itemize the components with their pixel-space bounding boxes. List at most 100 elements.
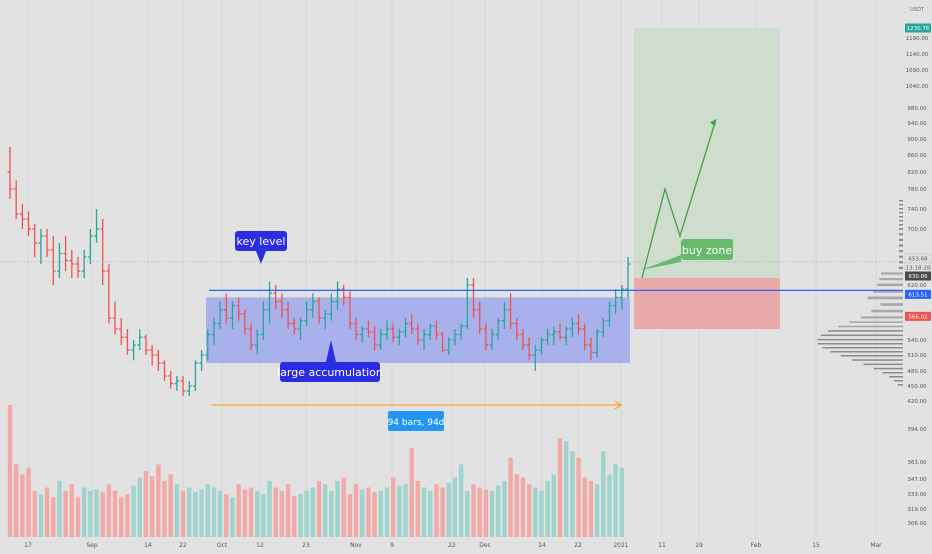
volume-profile-bar xyxy=(899,208,903,210)
volume-bar xyxy=(347,494,353,537)
price-badge: 1230.76 xyxy=(905,23,931,33)
volume-bar xyxy=(353,484,359,537)
volume-bar xyxy=(520,477,526,537)
volume-profile-bar xyxy=(880,303,903,306)
volume-profile-bar xyxy=(817,338,903,341)
volume-profile-bar xyxy=(817,343,903,345)
ohlc-bar xyxy=(378,329,384,350)
volume-bar xyxy=(322,484,328,537)
volume-profile-bar xyxy=(899,250,903,253)
target-zone[interactable] xyxy=(634,28,780,278)
time-tick-label: 15 xyxy=(812,542,820,549)
ohlc-bar xyxy=(390,323,396,343)
price-badge: 13:18:28 xyxy=(904,262,932,273)
volume-profile-bar xyxy=(820,334,903,337)
ohlc-bar xyxy=(57,243,62,278)
time-axis[interactable]: 17 Sep 14 22 Oct 12 23 Nov 9 22 Dec 14 22 2021 11 19 Feb… xyxy=(0,537,932,550)
accumulation-callout[interactable]: large accumulation xyxy=(277,340,383,382)
volume-bar xyxy=(81,487,87,537)
ohlc-bar xyxy=(341,285,347,306)
volume-bar xyxy=(255,490,260,537)
time-tick-label: 9 xyxy=(390,542,394,549)
volume-bars xyxy=(7,405,625,537)
volume-bar xyxy=(594,484,600,537)
ohlc-bar xyxy=(532,345,538,371)
price-tick-label: 1090.00 xyxy=(906,68,929,74)
volume-profile-bar xyxy=(899,200,903,202)
price-axis[interactable]: USDT 1190.00 1140.00 1090.00 1040.00 980.00 9… xyxy=(903,0,932,550)
price-tick-label: 780.00 xyxy=(907,187,927,193)
price-tick-label: 319.00 xyxy=(907,507,927,513)
volume-bar xyxy=(434,484,439,537)
ohlc-bar xyxy=(495,318,501,340)
buy-zone-callout[interactable]: buy zone xyxy=(641,239,733,270)
volume-bar xyxy=(7,405,13,537)
ohlc-bar xyxy=(434,320,439,340)
volume-bar xyxy=(143,471,149,537)
volume-profile-bar xyxy=(899,233,903,236)
price-tick-label: 450.00 xyxy=(907,384,927,390)
volume-bar xyxy=(75,497,81,537)
price-tick-label: 860.00 xyxy=(907,153,927,159)
price-tick-label: 740.00 xyxy=(907,207,927,213)
ohlc-bar xyxy=(551,326,557,345)
volume-profile-bar xyxy=(881,272,903,275)
ohlc-bar xyxy=(254,329,260,355)
volume-bar xyxy=(526,484,532,537)
ohlc-bar xyxy=(576,313,581,335)
range-measure-callout[interactable]: 94 bars, 94d xyxy=(388,411,445,431)
price-badge-text: 613.51 xyxy=(908,292,927,298)
ohlc-bar xyxy=(396,329,402,345)
price-badge-text: 653.68 xyxy=(908,256,928,262)
volume-profile-bar xyxy=(822,347,903,349)
ohlc-bar xyxy=(285,301,291,329)
price-tick-label: 940.00 xyxy=(907,121,927,127)
volume-bar xyxy=(94,489,99,537)
volume-bar xyxy=(329,490,334,537)
time-tick-label: 14 xyxy=(144,542,152,549)
ohlc-bar xyxy=(619,285,625,310)
ohlc-bar xyxy=(477,301,483,335)
ohlc-bar xyxy=(131,340,136,361)
volume-bar xyxy=(26,467,31,537)
price-bars xyxy=(7,147,631,396)
volume-bar xyxy=(38,494,44,537)
volume-profile-bar xyxy=(889,376,903,378)
ohlc-bar xyxy=(50,236,56,285)
volume-bar xyxy=(378,490,383,537)
range-measure-label: 94 bars, 94d xyxy=(388,418,445,428)
price-tick-label: 363.00 xyxy=(907,460,927,466)
ohlc-bar xyxy=(569,318,575,338)
time-tick-label: 2021 xyxy=(613,542,628,549)
ohlc-bar xyxy=(63,236,69,271)
volume-bar xyxy=(187,487,192,537)
price-badge: 613.51 xyxy=(905,289,931,299)
projection-path[interactable] xyxy=(641,119,717,279)
key-level-callout[interactable]: key level xyxy=(235,231,287,264)
ohlc-bar xyxy=(347,291,353,329)
volume-profile-bar xyxy=(873,367,903,370)
ohlc-bar xyxy=(452,329,458,345)
ohlc-bar xyxy=(366,320,371,338)
ohlc-bar xyxy=(545,329,551,345)
price-tick-label: 1190.00 xyxy=(906,36,929,42)
price-badge: 630.86 xyxy=(905,271,931,281)
price-badge-text: 566.02 xyxy=(908,314,927,320)
volume-bar xyxy=(409,447,414,537)
price-tick-label: 420.00 xyxy=(907,399,927,405)
volume-bar xyxy=(440,487,445,537)
ohlc-bar xyxy=(118,318,124,345)
ohlc-bar xyxy=(38,229,44,264)
time-tick-label: 19 xyxy=(695,542,703,549)
ohlc-bar xyxy=(304,301,310,327)
buy-zone-label: buy zone xyxy=(682,244,732,257)
ohlc-bar xyxy=(223,293,229,324)
ohlc-bar xyxy=(600,318,606,338)
volume-profile-bar xyxy=(899,228,903,230)
volume-bar xyxy=(446,482,451,537)
volume-bar xyxy=(471,484,476,537)
volume-profile-bar xyxy=(876,283,903,287)
stop-zone[interactable] xyxy=(634,278,780,329)
